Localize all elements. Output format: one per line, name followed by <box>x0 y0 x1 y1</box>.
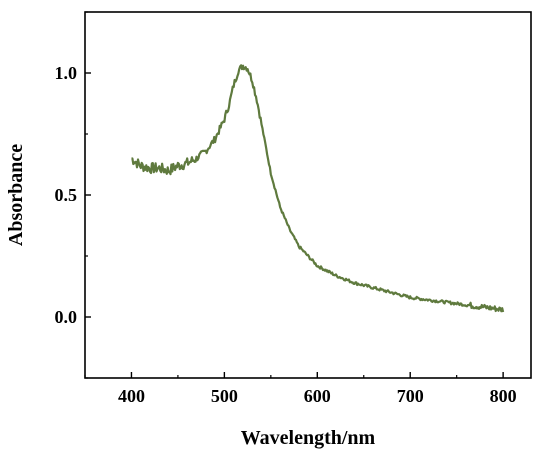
x-tick-label: 500 <box>211 386 238 406</box>
x-axis-title: Wavelength/nm <box>241 427 376 449</box>
y-tick-label: 0.5 <box>55 185 78 205</box>
x-tick-label: 700 <box>397 386 424 406</box>
absorbance-series-line <box>131 64 505 313</box>
x-tick-label: 400 <box>118 386 145 406</box>
y-tick-label: 1.0 <box>55 63 78 83</box>
y-tick-label: 0.0 <box>55 307 78 327</box>
ticks-layer: 400 500 600 700 800 0.0 0.5 1.0 <box>55 11 517 406</box>
x-tick-label: 800 <box>490 386 517 406</box>
plot-frame <box>84 11 532 379</box>
y-axis-title: Absorbance <box>5 144 27 246</box>
series-layer <box>131 64 505 313</box>
x-tick-label: 600 <box>304 386 331 406</box>
